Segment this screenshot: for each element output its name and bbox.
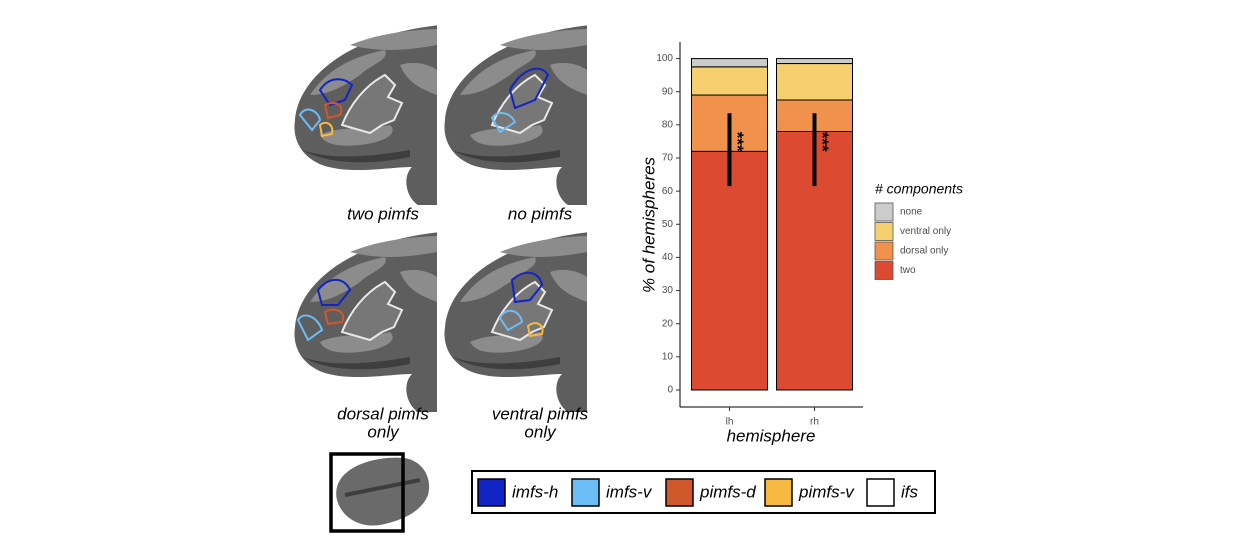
bar-segment bbox=[777, 59, 853, 64]
legend-title: # components bbox=[875, 181, 963, 197]
figure: imfs-h imfs-v pimfs-d pimfs-v ifs two pimfs n… bbox=[0, 0, 1249, 550]
legend-label: ifs bbox=[901, 482, 919, 501]
bar-segment bbox=[777, 64, 853, 100]
panel-label: ventral pimfs bbox=[492, 404, 589, 423]
legend-label: two bbox=[900, 265, 916, 276]
chart: 0102030405060708090100lh***rh***hemisphe… bbox=[639, 42, 962, 445]
y-tick-label: 80 bbox=[662, 119, 674, 130]
panel-label: dorsal pimfs bbox=[337, 404, 429, 423]
y-tick-label: 20 bbox=[662, 318, 674, 329]
legend-label: pimfs-v bbox=[798, 482, 855, 501]
legend-swatch bbox=[875, 242, 893, 260]
legend-label: none bbox=[900, 207, 923, 218]
legend-swatch bbox=[875, 262, 893, 280]
y-tick-label: 90 bbox=[662, 86, 674, 97]
y-tick-label: 70 bbox=[662, 153, 674, 164]
y-tick-label: 10 bbox=[662, 351, 674, 362]
significance: *** bbox=[813, 132, 832, 152]
bar-segment bbox=[692, 59, 768, 67]
legend-swatch bbox=[572, 479, 599, 506]
bar-segment bbox=[692, 151, 768, 390]
legend-swatch bbox=[875, 203, 893, 221]
legend-swatch bbox=[478, 479, 505, 506]
x-axis-title: hemisphere bbox=[727, 426, 816, 445]
y-tick-label: 30 bbox=[662, 285, 674, 296]
legend-swatch bbox=[867, 479, 894, 506]
y-tick-label: 50 bbox=[662, 219, 674, 230]
y-axis-title: % of hemispheres bbox=[639, 156, 658, 293]
y-tick-label: 60 bbox=[662, 186, 674, 197]
legend-swatch bbox=[875, 223, 893, 241]
panel-label: only bbox=[524, 422, 557, 441]
y-tick-label: 100 bbox=[656, 53, 673, 64]
legend-label: dorsal only bbox=[900, 246, 948, 257]
legend-label: imfs-v bbox=[606, 482, 653, 501]
panel-label: no pimfs bbox=[508, 204, 573, 223]
legend-swatch bbox=[765, 479, 792, 506]
panel-label: only bbox=[367, 422, 400, 441]
significance: *** bbox=[728, 132, 747, 152]
bar-segment bbox=[692, 67, 768, 95]
legend-label: ventral only bbox=[900, 226, 951, 237]
y-tick-label: 0 bbox=[667, 385, 673, 396]
legend-swatch bbox=[666, 479, 693, 506]
sulci-legend: imfs-h imfs-v pimfs-d pimfs-v ifs bbox=[478, 479, 919, 506]
y-tick-label: 40 bbox=[662, 252, 674, 263]
panel-label: two pimfs bbox=[347, 204, 419, 223]
legend-label: imfs-h bbox=[512, 482, 558, 501]
legend-label: pimfs-d bbox=[699, 482, 756, 501]
